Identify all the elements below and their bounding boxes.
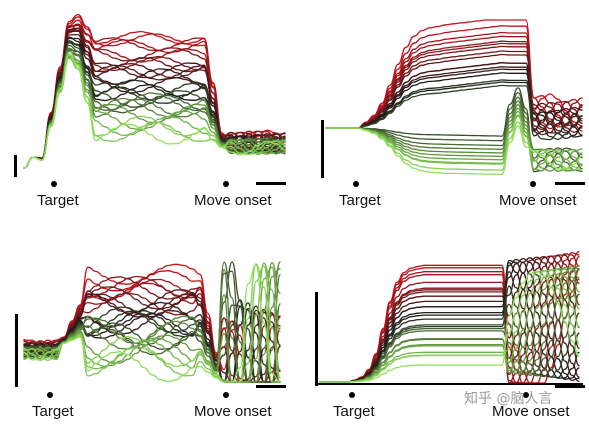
move-onset-marker — [530, 181, 536, 187]
scale-bar-vertical — [14, 155, 17, 177]
move-onset-label: Move onset — [492, 403, 570, 420]
traces-top-right — [325, 19, 583, 176]
scale-bar-horizontal — [555, 182, 585, 185]
trace-line — [325, 125, 583, 176]
trace-line — [23, 24, 286, 169]
trace-line — [23, 27, 286, 169]
target-marker — [349, 392, 355, 398]
move-onset-label: Move onset — [194, 403, 272, 420]
move-onset-label: Move onset — [194, 192, 272, 209]
trace-line — [325, 72, 583, 138]
trace-line — [23, 30, 286, 169]
target-marker — [353, 181, 359, 187]
target-marker — [47, 392, 53, 398]
trace-line — [23, 57, 286, 169]
traces-bottom-right — [319, 251, 580, 384]
trace-line — [325, 45, 583, 132]
trace-line — [23, 278, 281, 383]
scale-bar-horizontal — [555, 385, 585, 388]
trace-line — [23, 264, 281, 383]
target-label: Target — [333, 403, 376, 420]
watermark: 知乎 @脑人言 — [464, 390, 552, 407]
trace-line — [23, 47, 286, 169]
move-onset-marker — [523, 392, 529, 398]
trace-line — [23, 50, 286, 169]
trace-line — [23, 54, 286, 169]
move-onset-label: Move onset — [499, 192, 577, 209]
move-onset-marker — [223, 181, 229, 187]
trace-line — [325, 104, 583, 172]
target-marker — [51, 181, 57, 187]
target-label: Target — [339, 192, 382, 209]
panel-top-left: Target Move onset — [14, 13, 286, 209]
traces-bottom-left — [23, 261, 281, 383]
trace-line — [325, 84, 583, 141]
target-label: Target — [32, 403, 75, 420]
trace-line — [23, 282, 281, 383]
scale-bar-vertical — [315, 292, 318, 386]
trace-line — [23, 13, 286, 169]
scale-bar-vertical — [15, 314, 18, 387]
baseline-axis — [318, 383, 583, 385]
trace-line — [325, 35, 583, 130]
move-onset-marker — [223, 392, 229, 398]
scale-bar-vertical — [321, 120, 324, 178]
panel-bottom-right: Target Move onset — [315, 251, 585, 420]
panel-top-right: Target Move onset — [321, 19, 585, 209]
scale-bar-horizontal — [256, 182, 286, 185]
trace-line — [319, 270, 580, 383]
traces-top-left — [23, 13, 286, 169]
panel-bottom-left: Target Move onset — [15, 261, 286, 420]
target-label: Target — [37, 192, 80, 209]
scale-bar-horizontal — [256, 385, 286, 388]
